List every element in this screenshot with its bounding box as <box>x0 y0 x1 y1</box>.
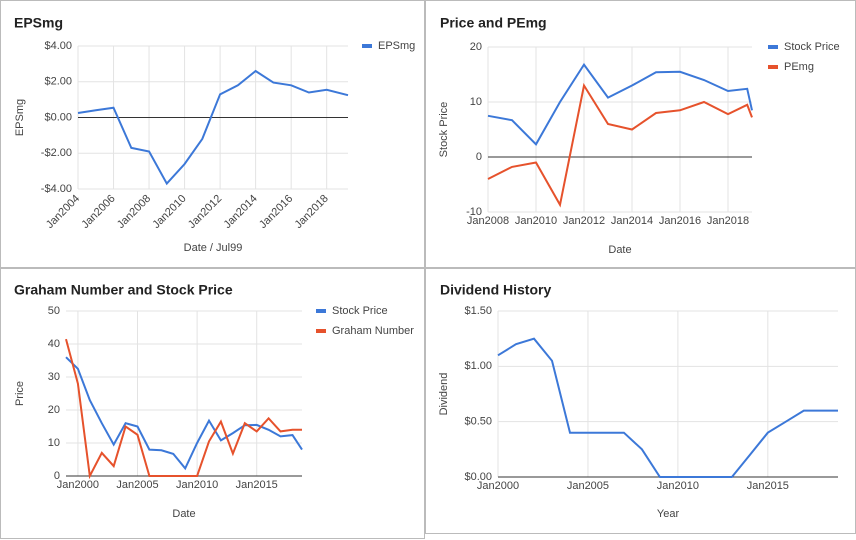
chart-title: Graham Number and Stock Price <box>14 282 233 298</box>
x-axis-label: Date <box>608 244 631 256</box>
panel <box>425 0 856 268</box>
y-tick-label: 30 <box>48 371 60 383</box>
x-tick-label: Jan2010 <box>657 480 699 492</box>
x-tick-label: Jan2012 <box>563 215 605 227</box>
series-line <box>65 356 303 471</box>
x-tick-label: Jan2010 <box>176 479 218 491</box>
y-tick-label: $1.50 <box>464 305 492 317</box>
x-axis-label: Year <box>657 508 680 520</box>
y-axis-label: Dividend <box>438 373 450 416</box>
legend-label: PEmg <box>784 61 814 73</box>
y-tick-label: $2.00 <box>44 76 72 88</box>
x-axis-label: Date / Jul99 <box>184 242 243 254</box>
x-tick-label: Jan2005 <box>116 479 158 491</box>
y-tick-label: 20 <box>470 41 482 53</box>
y-axis-label: EPSmg <box>14 99 26 136</box>
chart-title: Dividend History <box>440 282 551 298</box>
series-line <box>497 337 838 478</box>
y-axis-label: Stock Price <box>438 102 450 158</box>
y-tick-label: $0.50 <box>464 416 492 428</box>
y-tick-label: 0 <box>476 151 482 163</box>
legend-swatch <box>316 329 326 333</box>
legend-swatch <box>316 309 326 313</box>
y-tick-label: -10 <box>466 206 482 218</box>
x-tick-label: Jan2008 <box>467 215 509 227</box>
legend-label: EPSmg <box>378 40 415 52</box>
legend-swatch <box>768 65 778 69</box>
y-tick-label: 0 <box>54 470 60 482</box>
y-tick-label: 10 <box>48 437 60 449</box>
y-tick-label: 50 <box>48 305 60 317</box>
y-axis-label: Price <box>14 381 26 406</box>
y-tick-label: 10 <box>470 96 482 108</box>
x-tick-label: Jan2005 <box>567 480 609 492</box>
x-tick-label: Jan2018 <box>707 215 749 227</box>
y-tick-label: 40 <box>48 338 60 350</box>
x-tick-label: Jan2014 <box>611 215 653 227</box>
x-axis-label: Date <box>172 508 195 520</box>
series-line <box>487 82 753 208</box>
chart-title: Price and PEmg <box>440 15 547 31</box>
series-line <box>65 338 302 480</box>
x-tick-label: Jan2000 <box>477 480 519 492</box>
x-tick-label: Jan2000 <box>57 479 99 491</box>
x-tick-label: Jan2015 <box>747 480 789 492</box>
y-tick-label: -$4.00 <box>41 183 72 195</box>
x-tick-label: Jan2010 <box>515 215 557 227</box>
y-tick-label: $1.00 <box>464 360 492 372</box>
legend-label: Graham Number <box>332 325 414 337</box>
x-tick-label: Jan2015 <box>236 479 278 491</box>
legend-label: Stock Price <box>332 305 388 317</box>
panel <box>425 268 856 534</box>
series-line <box>487 62 753 146</box>
legend-swatch <box>362 44 372 48</box>
y-tick-label: $0.00 <box>44 111 72 123</box>
y-tick-label: -$2.00 <box>41 147 72 159</box>
y-tick-label: $0.00 <box>464 471 492 483</box>
x-tick-label: Jan2016 <box>659 215 701 227</box>
series-line <box>77 69 349 186</box>
legend-label: Stock Price <box>784 41 840 53</box>
y-tick-label: $4.00 <box>44 40 72 52</box>
legend-swatch <box>768 45 778 49</box>
panel <box>0 0 425 268</box>
y-tick-label: 20 <box>48 404 60 416</box>
chart-title: EPSmg <box>14 15 63 31</box>
panel <box>0 268 425 539</box>
